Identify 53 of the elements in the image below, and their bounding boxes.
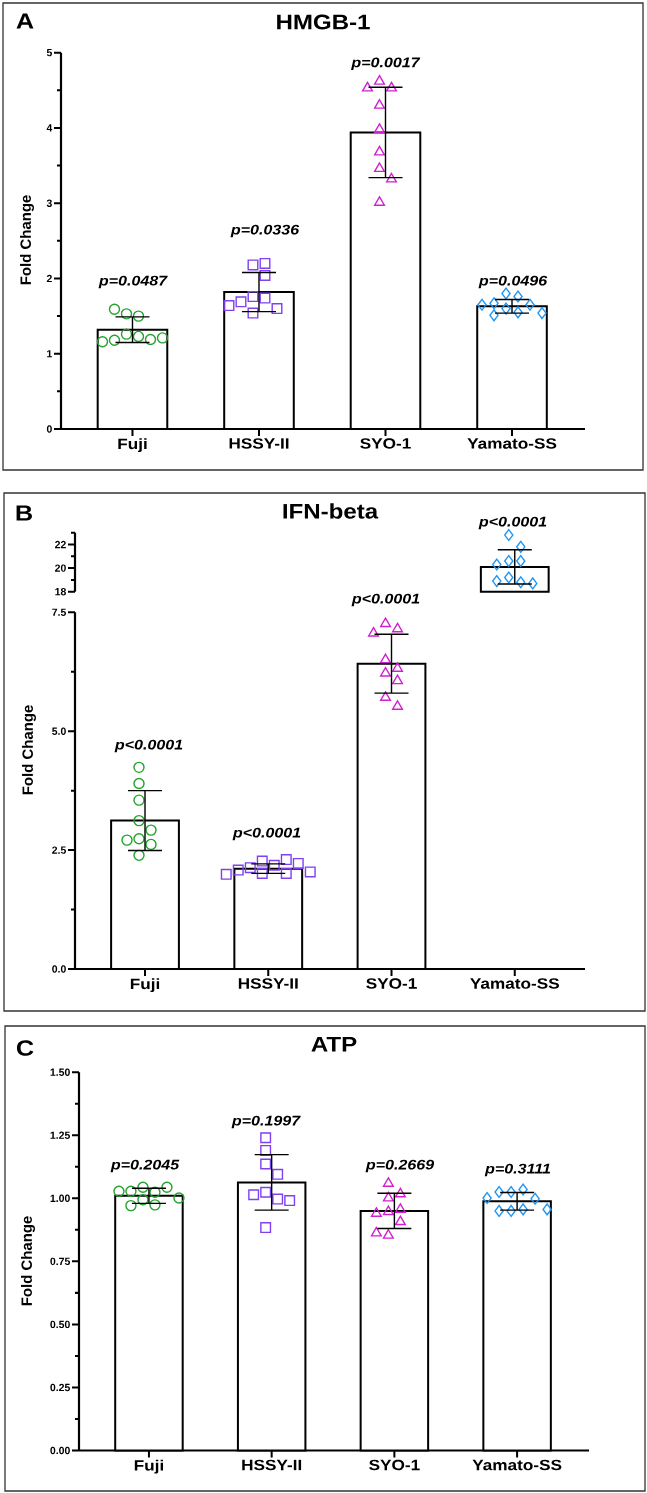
annotation: p=0.2669	[365, 1159, 435, 1173]
chart-title: HMGB-1	[277, 14, 370, 30]
y-tick-label: 0	[46, 425, 52, 433]
y-tick-label: 4	[46, 124, 53, 132]
y-tick-label: 0.75	[50, 1257, 70, 1266]
y-tick-label: 0.25	[50, 1383, 70, 1392]
x-tick-label: Yamato-SS	[472, 1459, 562, 1471]
y-axis-title: Fold Change	[22, 705, 36, 795]
y-tick-label: 0.00	[50, 1446, 70, 1455]
y-tick-label: 5.0	[52, 727, 66, 735]
y-tick-label: 1.25	[50, 1131, 70, 1139]
x-tick-label: Fuji	[130, 978, 160, 993]
text: A	[16, 13, 34, 29]
text: C	[16, 1040, 34, 1056]
chart-title: IFN-beta	[283, 503, 379, 519]
annotation: p=0.0487	[98, 275, 168, 289]
x-tick-label: Fuji	[118, 438, 147, 453]
x-tick-label: SYO-1	[366, 978, 417, 989]
x-tick-label: Fuji	[134, 1459, 164, 1474]
x-tick-label: SYO-1	[360, 438, 411, 449]
y-tick-label: 1	[47, 350, 52, 358]
annotation: p=0.3111	[484, 1163, 551, 1177]
annotation: p=0.0017	[351, 57, 421, 71]
y-tick-label: 5	[46, 49, 52, 57]
y-tick-label: 20	[55, 564, 66, 572]
y-tick-label: 1.00	[50, 1194, 70, 1203]
y-tick-label: 3	[46, 199, 52, 207]
y-tick-label: 7.5	[52, 608, 66, 616]
annotation: p=0.2045	[110, 1159, 180, 1173]
annotation: p=0.0496	[478, 275, 548, 289]
x-tick-label: HSSY-II	[238, 978, 298, 989]
text: p<0.0001	[351, 593, 420, 607]
x-tick-label: SYO-1	[369, 1459, 420, 1471]
y-tick-label: 0.0	[52, 965, 66, 973]
annotation: p<0.0001	[114, 739, 183, 753]
y-tick-label: 0.50	[50, 1320, 70, 1329]
y-tick-label: 22	[55, 540, 66, 549]
y-axis-title: Fold Change	[21, 1216, 35, 1306]
x-tick-label: HSSY-II	[229, 438, 289, 449]
y-tick-label: 2	[46, 274, 52, 283]
annotation: p<0.0001	[232, 827, 301, 841]
x-tick-label: HSSY-II	[242, 1459, 302, 1471]
y-tick-label: 1.50	[50, 1068, 70, 1076]
y-tick-label: 18	[55, 587, 66, 596]
annotation: p=0.0336	[230, 224, 300, 238]
chart-title: ATP	[311, 1037, 357, 1052]
y-tick-label: 2.5	[52, 846, 66, 854]
x-tick-label: Yamato-SS	[470, 978, 559, 989]
annotation: p=0.1997	[231, 1115, 301, 1129]
x-tick-label: Yamato-SS	[467, 438, 557, 449]
text: p<0.0001	[478, 516, 547, 530]
text: B	[16, 505, 32, 521]
y-axis-title: Fold Change	[20, 195, 35, 285]
